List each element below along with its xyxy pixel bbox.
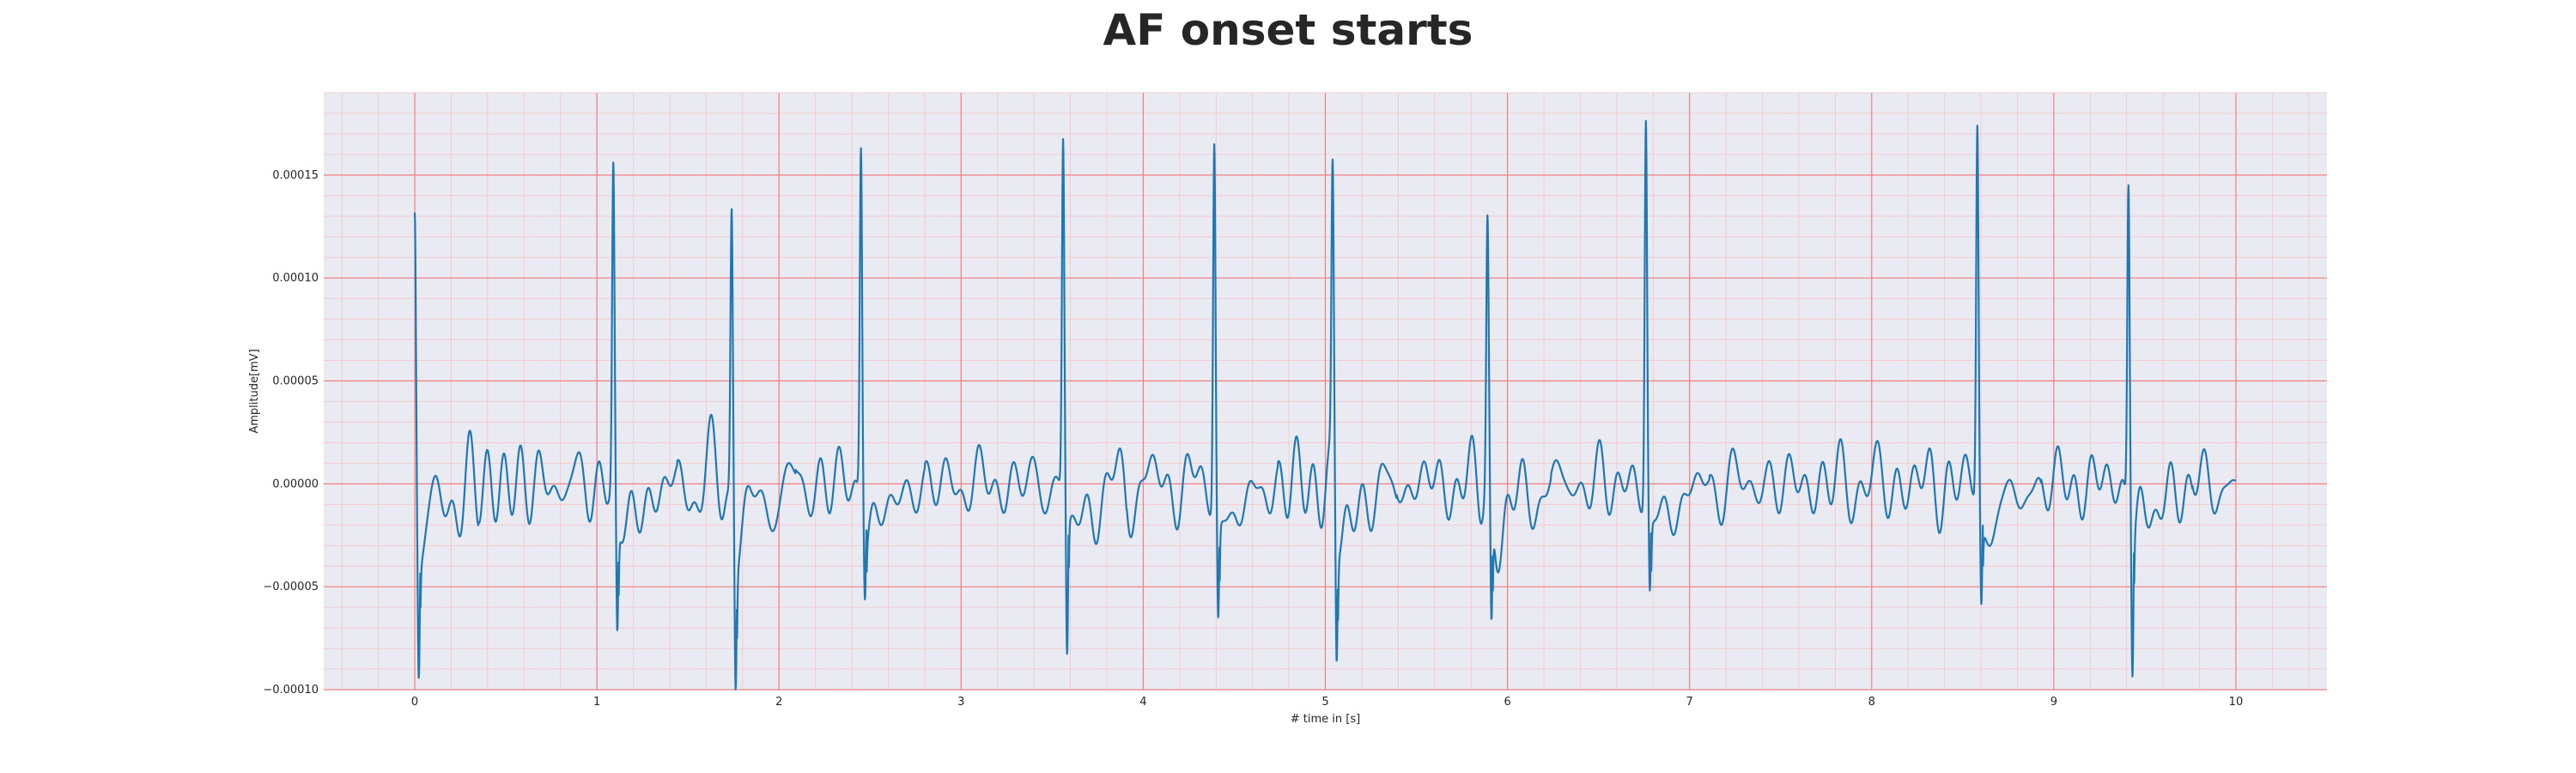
x-tick-label: 10 xyxy=(2229,696,2244,709)
x-tick-label: 0 xyxy=(411,696,418,709)
ecg-signal-line xyxy=(413,119,2237,691)
y-tick-label: −0.00010 xyxy=(263,684,319,697)
x-axis-label: # time in [s] xyxy=(1291,713,1360,726)
y-axis-ticks: −0.00010 −0.00005 0.00000 0.00005 0.00010 0.0… xyxy=(263,169,319,697)
x-tick-label: 8 xyxy=(1868,696,1875,709)
x-tick-label: 9 xyxy=(2050,696,2057,709)
x-tick-label: 6 xyxy=(1504,696,1510,709)
y-tick-label: 0.00015 xyxy=(272,169,319,182)
y-tick-label: 0.00000 xyxy=(272,478,319,490)
chart-title: AF onset starts xyxy=(1103,5,1473,55)
x-axis-ticks: 0 1 2 3 4 5 6 7 8 9 10 xyxy=(411,696,2243,709)
x-tick-label: 4 xyxy=(1139,696,1146,709)
x-tick-label: 3 xyxy=(957,696,964,709)
y-tick-label: 0.00010 xyxy=(272,272,319,285)
y-tick-label: −0.00005 xyxy=(263,581,319,593)
x-tick-label: 2 xyxy=(775,696,782,709)
x-tick-label: 1 xyxy=(593,696,600,709)
y-tick-label: 0.00005 xyxy=(272,375,319,388)
y-axis-label: Amplitude[mV] xyxy=(248,349,261,433)
x-tick-label: 5 xyxy=(1321,696,1328,709)
x-tick-label: 7 xyxy=(1686,696,1693,709)
